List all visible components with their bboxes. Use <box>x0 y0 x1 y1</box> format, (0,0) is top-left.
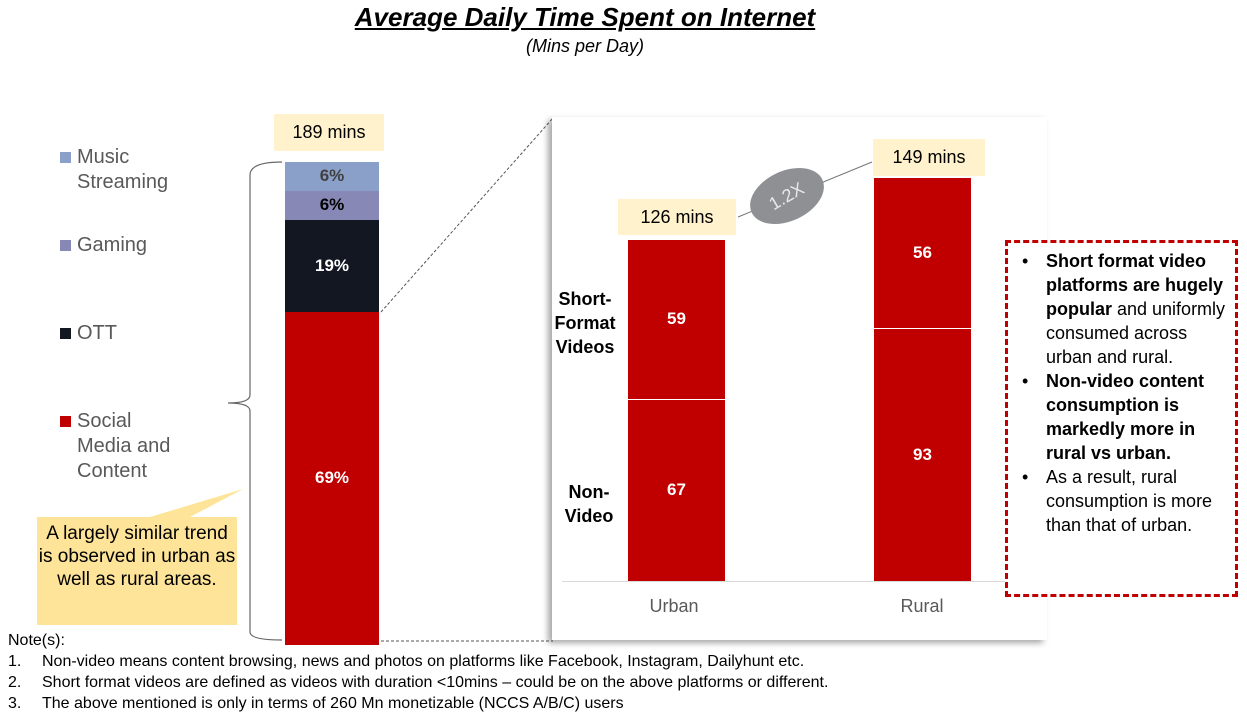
note-number: 2. <box>8 674 22 691</box>
bar-rural-short-format-videos: 56 <box>874 178 971 330</box>
x-label-urban: Urban <box>649 596 699 616</box>
legend-label: Social Media and Content <box>77 410 171 482</box>
x-label-rural: Rural <box>900 596 944 616</box>
notes-heading: Note(s): <box>8 632 65 649</box>
total-label-rural: 149 mins <box>873 139 985 176</box>
notes: Note(s): 1. Non-video means content brows… <box>8 630 828 714</box>
x-axis <box>562 581 1122 582</box>
insight-item: As a result, rural consumption is more t… <box>1018 465 1229 537</box>
insight-bold: Short format video platforms are hugely … <box>1046 251 1224 319</box>
note-item: 2. Short format videos are defined as vid… <box>8 672 828 693</box>
insight-bold: Non-video content consumption is markedl… <box>1046 371 1204 463</box>
segment-music-streaming: 6% <box>285 162 379 191</box>
legend-label: OTT <box>77 322 117 344</box>
chart-subtitle: (Mins per Day) <box>525 36 645 56</box>
bar-urban-non-video: 67 <box>628 399 725 581</box>
chart-title: Average Daily Time Spent on Internet <box>354 2 816 32</box>
legend-gaming: Gaming <box>60 233 147 258</box>
bar-urban-short-format-videos: 59 <box>628 240 725 400</box>
overall-stacked-bar: 69% 19% 6% 6% <box>285 162 379 645</box>
insight-item: Non-video content consumption is markedl… <box>1018 369 1229 465</box>
legend-social-media: Social Media and Content <box>60 409 187 484</box>
insight-item: Short format video platforms are hugely … <box>1018 249 1229 369</box>
legend-swatch <box>60 152 71 163</box>
insight-text: and uniformly consumed across urban and … <box>1046 299 1226 367</box>
multiplier-text: 1.2X <box>765 177 808 214</box>
insight-text: As a result, rural consumption is more t… <box>1046 467 1213 535</box>
note-number: 3. <box>8 695 22 712</box>
segment-gaming: 6% <box>285 190 379 220</box>
legend-music-streaming: Music Streaming <box>60 145 187 195</box>
insights-box: Short format video platforms are hugely … <box>1005 240 1238 597</box>
total-label-urban: 126 mins <box>618 199 736 235</box>
insights-list: Short format video platforms are hugely … <box>1018 249 1229 537</box>
bars-area: 67 59 93 56 <box>552 117 1047 640</box>
note-number: 1. <box>8 653 22 670</box>
segment-social-media-and-content: 69% <box>285 311 379 645</box>
similar-trend-callout: A largely similar trend is observed in u… <box>37 517 237 625</box>
brace <box>227 161 283 641</box>
note-text: The above mentioned is only in terms of … <box>42 695 624 712</box>
note-text: Non-video means content browsing, news a… <box>42 653 805 670</box>
note-item: 1. Non-video means content browsing, news… <box>8 651 828 672</box>
legend-swatch <box>60 328 71 339</box>
bar-rural-non-video: 93 <box>874 329 971 581</box>
row-label-short-format: Short-Format Videos <box>554 289 616 357</box>
legend-label: Gaming <box>77 234 148 256</box>
legend-swatch <box>60 240 71 251</box>
legend-label: Music Streaming <box>77 146 169 193</box>
row-label-non-video: Non-Video <box>564 482 614 526</box>
legend-swatch <box>60 416 71 427</box>
urban-rural-panel: 67 59 93 56 Urban Rural Short-Format Videos… <box>552 117 1122 640</box>
note-item: 3. The above mentioned is only in terms o… <box>8 693 828 714</box>
legend-ott: OTT <box>60 321 117 346</box>
total-label-overall: 189 mins <box>274 114 384 151</box>
callout-pointer <box>150 489 243 517</box>
note-text: Short format videos are defined as video… <box>42 674 829 691</box>
segment-ott: 19% <box>285 219 379 312</box>
zoom-line-top <box>380 117 554 313</box>
